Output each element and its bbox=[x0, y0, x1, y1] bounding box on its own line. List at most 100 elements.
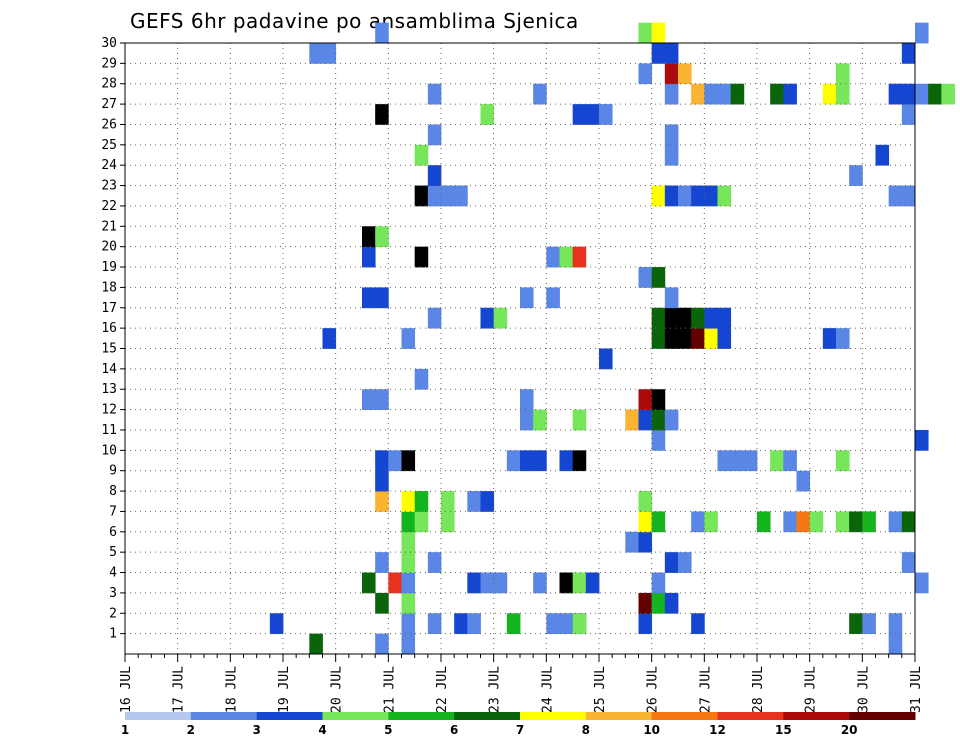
legend-label: 2 bbox=[187, 723, 195, 737]
precip-cell bbox=[375, 491, 389, 512]
legend-swatch bbox=[322, 712, 389, 720]
precip-cell bbox=[691, 307, 705, 329]
y-tick-label: 10 bbox=[101, 443, 117, 458]
precip-cell bbox=[375, 470, 389, 492]
precip-cell bbox=[888, 83, 903, 105]
precip-cell bbox=[717, 450, 732, 472]
precip-cell bbox=[427, 83, 442, 105]
precip-cell bbox=[375, 552, 389, 573]
x-tick-label: 23 JUL bbox=[488, 666, 503, 713]
precip-cell bbox=[849, 613, 863, 635]
precip-cell bbox=[836, 63, 850, 85]
x-tick-label: 31 JUL bbox=[909, 666, 924, 713]
precip-cell bbox=[375, 389, 389, 410]
precip-cell bbox=[888, 511, 903, 533]
precip-cell bbox=[506, 450, 521, 472]
precip-cell bbox=[533, 83, 547, 105]
precip-cell bbox=[599, 104, 613, 125]
precip-cell bbox=[559, 613, 574, 635]
legend-swatch bbox=[190, 712, 258, 720]
precip-cell bbox=[691, 328, 705, 349]
y-tick-label: 4 bbox=[109, 566, 117, 581]
legend-label: 20 bbox=[841, 723, 858, 737]
legend-label: 6 bbox=[450, 723, 458, 737]
precip-cell bbox=[375, 226, 389, 248]
legend-label: 8 bbox=[582, 723, 590, 737]
x-tick-label: 20 JUL bbox=[330, 666, 345, 713]
x-tick-label: 30 JUL bbox=[856, 666, 871, 713]
y-tick-label: 24 bbox=[101, 158, 117, 173]
precip-cell bbox=[533, 409, 547, 431]
x-tick-label: 21 JUL bbox=[382, 666, 397, 713]
precip-cell bbox=[375, 633, 389, 655]
precip-cell bbox=[546, 246, 560, 268]
precip-cell bbox=[559, 450, 574, 472]
precip-cell bbox=[757, 511, 771, 533]
precip-cell bbox=[520, 287, 534, 309]
precip-cell bbox=[796, 470, 811, 492]
precip-cell bbox=[638, 409, 653, 431]
precip-cell bbox=[269, 613, 284, 635]
precip-cell bbox=[915, 83, 929, 105]
y-tick-label: 27 bbox=[101, 97, 117, 112]
precip-cell bbox=[704, 328, 718, 349]
y-tick-label: 15 bbox=[101, 342, 117, 357]
precip-cell bbox=[836, 450, 850, 472]
precip-cell bbox=[401, 450, 416, 472]
cells-layer bbox=[269, 22, 955, 655]
legend-swatch bbox=[125, 712, 192, 720]
y-tick-label: 28 bbox=[101, 77, 117, 92]
precip-cell bbox=[664, 409, 679, 431]
precip-cell bbox=[691, 613, 705, 635]
precip-cell bbox=[836, 511, 850, 533]
precip-cell bbox=[651, 43, 666, 64]
precip-cell bbox=[362, 287, 376, 309]
precip-cell bbox=[836, 83, 850, 105]
precip-cell bbox=[375, 287, 389, 309]
precip-cell bbox=[638, 613, 653, 635]
y-tick-label: 20 bbox=[101, 240, 117, 255]
precip-cell bbox=[401, 633, 416, 655]
y-tick-label: 14 bbox=[101, 362, 117, 377]
y-tick-label: 11 bbox=[101, 423, 117, 438]
precip-cell bbox=[651, 185, 666, 207]
precip-cell bbox=[704, 511, 718, 533]
precip-cell bbox=[651, 267, 666, 288]
legend-swatch bbox=[585, 712, 653, 720]
precip-cell bbox=[651, 511, 666, 533]
precip-cell bbox=[625, 409, 639, 431]
legend-swatch bbox=[388, 712, 455, 720]
precip-cell bbox=[427, 307, 442, 329]
precip-cell bbox=[362, 226, 376, 248]
precip-cell bbox=[730, 450, 745, 472]
legend-label: 15 bbox=[775, 723, 792, 737]
y-tick-label: 22 bbox=[101, 199, 117, 214]
precip-cell bbox=[467, 491, 481, 512]
precip-cell bbox=[664, 552, 679, 573]
legend-label: 4 bbox=[318, 723, 326, 737]
y-tick-label: 9 bbox=[109, 464, 117, 479]
legend-label: 5 bbox=[384, 723, 392, 737]
precip-cell bbox=[480, 307, 495, 329]
precip-cell bbox=[585, 572, 600, 594]
precip-cell bbox=[638, 511, 653, 533]
precip-cell bbox=[651, 328, 666, 349]
precip-cell bbox=[849, 165, 863, 186]
precip-cell bbox=[638, 592, 653, 614]
precip-cell bbox=[783, 511, 797, 533]
y-tick-label: 25 bbox=[101, 138, 117, 153]
precip-cell bbox=[480, 491, 495, 512]
precip-cell bbox=[414, 511, 429, 533]
precip-cell bbox=[664, 592, 679, 614]
precip-cell bbox=[414, 491, 429, 512]
precip-cell bbox=[664, 63, 679, 85]
y-axis: 1234567891011121314151617181920212223242… bbox=[101, 36, 125, 642]
y-tick-label: 2 bbox=[109, 606, 117, 621]
precip-cell bbox=[783, 450, 797, 472]
precip-cell bbox=[691, 83, 705, 105]
precip-cell bbox=[888, 185, 903, 207]
precip-cell bbox=[414, 368, 429, 390]
precip-cell bbox=[664, 43, 679, 64]
precip-cell bbox=[427, 185, 442, 207]
legend-swatch bbox=[717, 712, 784, 720]
